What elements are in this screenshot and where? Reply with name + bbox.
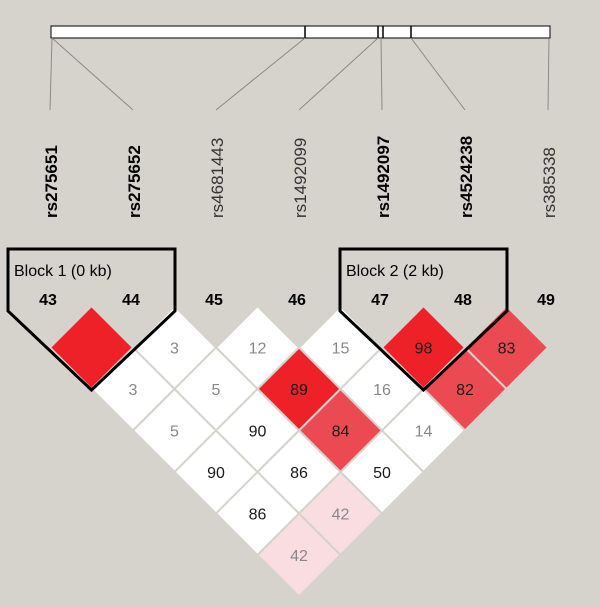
marker-position-lines <box>49 37 550 111</box>
marker-connector-line <box>215 37 306 111</box>
ld-value: 5 <box>170 424 179 441</box>
ld-value: 50 <box>373 465 391 482</box>
haplotype-block-outline <box>6 247 177 393</box>
ld-value: 5 <box>212 382 221 399</box>
ld-value: 86 <box>249 507 267 524</box>
ld-value: 90 <box>249 424 267 441</box>
marker-connector-line <box>410 37 466 111</box>
ld-value: 3 <box>170 341 179 358</box>
ld-value: 15 <box>332 341 350 358</box>
chromosome-bar <box>50 25 551 39</box>
snp-label: rs1492099 <box>291 138 310 218</box>
ld-value: 16 <box>373 382 391 399</box>
snp-label: rs4681443 <box>208 138 227 218</box>
ld-value: 83 <box>498 341 516 358</box>
snp-index: 45 <box>205 292 223 309</box>
snp-labels: rs275651 rs275652 rs4681443 rs1492099 rs1492… <box>42 136 559 218</box>
ld-value: 84 <box>332 424 350 441</box>
haplotype-block-outline <box>338 247 509 393</box>
marker-connector-line <box>380 37 383 111</box>
marker-connector-line <box>298 37 379 111</box>
chromosome-bar-rect <box>50 25 551 39</box>
haplotype-blocks: Block 1 (0 kb) Block 2 (2 kb) <box>6 247 509 393</box>
snp-index: 48 <box>454 292 472 309</box>
marker-connector-line <box>49 37 53 111</box>
snp-index: 46 <box>288 292 306 309</box>
ld-value: 89 <box>290 382 308 399</box>
snp-label: rs4524238 <box>457 136 476 218</box>
ld-value: 82 <box>456 382 474 399</box>
snp-index: 49 <box>537 292 555 309</box>
ld-matrix: 3 12 15 98 83 3 5 89 16 82 5 90 84 14 90 86 50 86 42 42 <box>48 304 550 598</box>
ld-value: 86 <box>290 465 308 482</box>
snp-index: 47 <box>371 292 389 309</box>
snp-label: rs275651 <box>42 145 61 218</box>
ld-value: 98 <box>415 341 433 358</box>
ld-cell <box>256 512 342 598</box>
ld-value: 3 <box>129 382 138 399</box>
snp-indices: 43 44 45 46 47 48 49 <box>39 292 555 309</box>
snp-index: 43 <box>39 292 57 309</box>
ld-value: 12 <box>249 341 267 358</box>
haplotype-block-label: Block 1 (0 kb) <box>14 263 112 280</box>
marker-connector-line <box>51 37 134 111</box>
snp-label: rs1492097 <box>374 136 393 218</box>
ld-value: 14 <box>415 424 433 441</box>
snp-index: 44 <box>122 292 140 309</box>
ld-value: 42 <box>332 507 350 524</box>
snp-label: rs275652 <box>125 145 144 218</box>
haplotype-block-label: Block 2 (2 kb) <box>346 263 444 280</box>
snp-label: rs385338 <box>540 147 559 218</box>
marker-connector-line <box>547 37 550 111</box>
ld-value: 42 <box>290 548 308 565</box>
ld-value: 90 <box>207 465 225 482</box>
